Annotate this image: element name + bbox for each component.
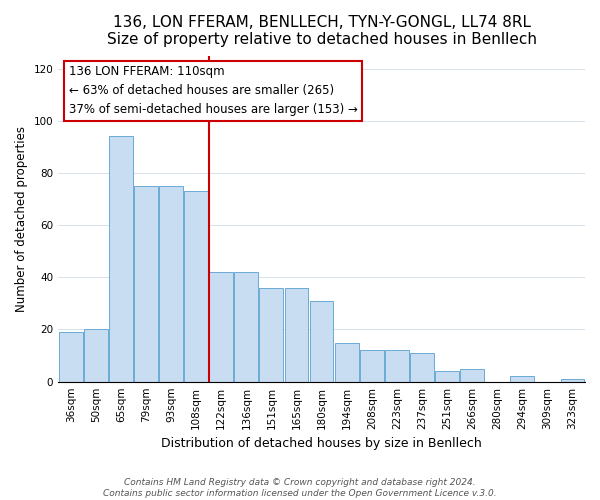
Bar	[360, 350, 383, 382]
Bar	[59, 332, 83, 382]
Bar	[310, 301, 334, 382]
Bar	[134, 186, 158, 382]
X-axis label: Distribution of detached houses by size in Benllech: Distribution of detached houses by size …	[161, 437, 482, 450]
Bar	[109, 136, 133, 382]
Text: Contains HM Land Registry data © Crown copyright and database right 2024.
Contai: Contains HM Land Registry data © Crown c…	[103, 478, 497, 498]
Title: 136, LON FFERAM, BENLLECH, TYN-Y-GONGL, LL74 8RL
Size of property relative to de: 136, LON FFERAM, BENLLECH, TYN-Y-GONGL, …	[107, 15, 536, 48]
Bar	[84, 330, 108, 382]
Bar	[435, 371, 459, 382]
Bar	[284, 288, 308, 382]
Bar	[460, 368, 484, 382]
Bar	[184, 191, 208, 382]
Bar	[259, 288, 283, 382]
Bar	[410, 353, 434, 382]
Bar	[385, 350, 409, 382]
Bar	[159, 186, 183, 382]
Bar	[235, 272, 258, 382]
Text: 136 LON FFERAM: 110sqm
← 63% of detached houses are smaller (265)
37% of semi-de: 136 LON FFERAM: 110sqm ← 63% of detached…	[69, 66, 358, 116]
Y-axis label: Number of detached properties: Number of detached properties	[15, 126, 28, 312]
Bar	[335, 342, 359, 382]
Bar	[560, 379, 584, 382]
Bar	[209, 272, 233, 382]
Bar	[511, 376, 534, 382]
